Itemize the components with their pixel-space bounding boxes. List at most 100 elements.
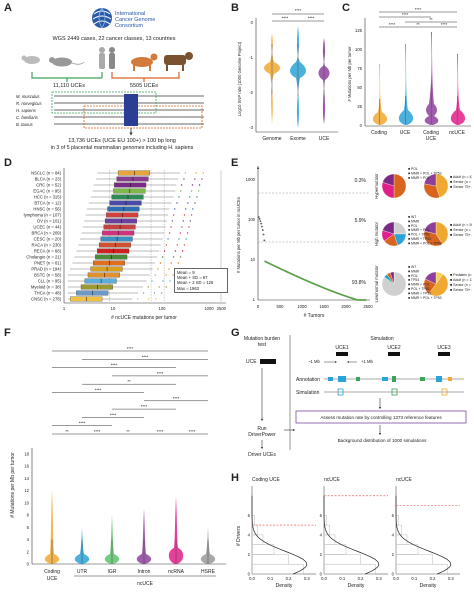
species-cfamiliaris: C. familiaris (16, 115, 39, 120)
pie-legend-mut: ■ WT (408, 215, 416, 219)
cow-icon (164, 52, 193, 71)
outlier-point (196, 196, 198, 198)
outlier-point (147, 286, 149, 288)
pie-legend-age: ■ Adult (n = 1142) (450, 278, 472, 282)
pie-legend-age: ■ Adult (n = 59) (450, 223, 472, 227)
panel-e-svg: # Mutations per Mb per tumor in ncUCEs 1… (236, 166, 472, 319)
violin-ncuce (450, 54, 466, 125)
cancer-label: CRC (n = 52) (36, 183, 61, 188)
panel-b-ytick: -3 (249, 125, 253, 130)
mutation-pie-slice (393, 173, 407, 199)
violin-intron (136, 509, 152, 564)
panel-c-xtick-coding: Coding (371, 130, 387, 136)
outlier-point (147, 298, 150, 300)
panel-c-ytick: 75 (357, 66, 362, 71)
tumor-point (258, 218, 261, 220)
outlier-point (185, 238, 187, 240)
panel-c-ytick: 50 (357, 85, 362, 90)
rat-icon (49, 57, 85, 67)
panel-d-svg: NSCLC (n = 84)BLCA (n = 23)CRC (n = 52)E… (24, 168, 227, 321)
box-iqr (117, 170, 150, 176)
outlier-point (159, 262, 162, 264)
tumor-point (364, 299, 367, 301)
pie-legend-age: ■ Pediatric (n = 225) (450, 273, 472, 277)
panel-letter-c: C (342, 2, 350, 14)
mutation-pie-slice (382, 173, 395, 187)
age-pie-slice (424, 173, 437, 187)
logo-line-3: Consortium (115, 23, 144, 29)
sig-label: **** (282, 16, 289, 21)
mutation-burden-line2: test (258, 342, 267, 348)
outlier-point (188, 226, 190, 228)
sim-label: Simulation (296, 390, 320, 396)
outlier-point (169, 280, 171, 282)
panel-h-title: ncUCE (396, 477, 413, 483)
panel-f-ytick: 16 (24, 464, 29, 469)
human-icon (99, 47, 105, 69)
outlier-point (171, 220, 174, 222)
outlier-point (174, 250, 177, 252)
outlier-point (176, 202, 178, 204)
icgc-caption: WGS 2449 cases, 22 cancer classes, 13 co… (53, 36, 176, 42)
tumor-point (263, 239, 266, 242)
panel-c-xtick-codinguce: Coding (423, 130, 439, 136)
pct-low: 93.8% (352, 280, 367, 286)
panel-letter-d: D (4, 157, 12, 169)
outlier-point (172, 256, 175, 258)
sig-label: **** (95, 388, 102, 393)
uce-count-carnivore: 5505 UCEs (130, 83, 158, 89)
outlier-point (191, 184, 194, 186)
panel-e-pies: ■ POL ■ MMR + POL + TP53 ■ MMR + POL ■ Adul… (381, 167, 472, 300)
pie-legend-mut: ■ MMR + POL (408, 283, 430, 287)
icgc-logo (92, 7, 112, 29)
track-uce3: UCE3 (437, 345, 451, 351)
human-icon-2 (109, 47, 115, 69)
outlier-point (184, 172, 187, 174)
species-btaurus: B. taurus (16, 122, 34, 127)
pie-legend-mut: ■ MMR + POL + TP53 (408, 296, 442, 300)
pie-legend-mut: ■ WT (408, 265, 416, 269)
mb-left: ~1 Mb (308, 359, 320, 364)
panel-c-ylabel: # Mutations per Mb per tumor (347, 46, 352, 102)
panel-f: # Mutations per Mb per tumor 0 2 4 6 8 10 12 14… (4, 330, 230, 592)
outlier-point (174, 208, 176, 210)
panel-f-ytick: 10 (24, 500, 29, 505)
panel-f-ytick: 12 (24, 488, 29, 493)
panel-e-xticks: 0 500 1000 1500 2000 2500 (257, 304, 373, 309)
sig-label: **** (127, 346, 134, 351)
panel-d-xtick: 2500 (217, 306, 227, 311)
logo-line-1: International (115, 11, 145, 17)
cancer-label: THCA (n = 48) (34, 291, 61, 296)
panel-b-ytick: -1 (249, 55, 253, 60)
pct-hyper: 0.3% (355, 178, 367, 184)
outlier-point (190, 214, 193, 216)
pie-legend-mut: ■ MMR + POL (408, 228, 430, 232)
hist-bar (323, 544, 347, 555)
group-hyper: Hypermutator (374, 173, 379, 199)
sig-label: **** (141, 404, 148, 409)
panel-b-significance: **** **** **** (272, 8, 324, 22)
panel-f-violins (44, 490, 216, 564)
sig-label: **** (295, 8, 302, 13)
panel-d-xticks: 1 10 100 1000 2500 (63, 306, 227, 311)
sig-label: **** (308, 16, 315, 21)
pie-legend-mut: ■ POL + TP53 (408, 233, 430, 237)
hist-bar (251, 563, 304, 575)
outlier-point (194, 202, 196, 204)
pie-legend-age: ■ Senior (n = 518) (450, 283, 472, 287)
tumor-point (257, 167, 259, 170)
cancer-label: BTCA (n = 12) (34, 201, 61, 206)
box-iqr (116, 176, 149, 182)
outlier-point (151, 280, 153, 282)
sig-label: **** (79, 421, 86, 426)
hist-bar (323, 563, 376, 575)
panel-h-xtick: 0.1 (411, 576, 417, 581)
panel-e-xlabel: # Tumors (304, 313, 325, 319)
cancer-label: RACA (n = 230) (32, 243, 62, 248)
cancer-label: NSCLC (n = 84) (31, 171, 62, 176)
pie-legend-mut: ■ POL (408, 224, 418, 228)
panel-f-ytick: 2 (27, 549, 30, 554)
box-iqr (106, 212, 139, 218)
panel-f-group-label: ncUCE (137, 581, 154, 587)
panel-f-ytick: 14 (24, 476, 29, 481)
